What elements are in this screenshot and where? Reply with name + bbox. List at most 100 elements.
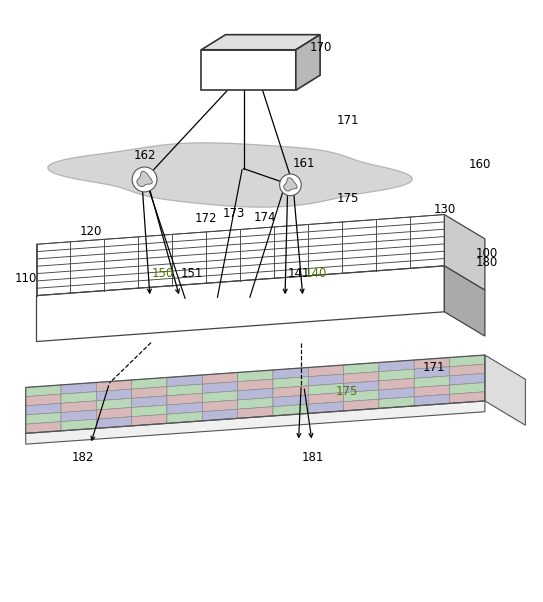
Text: 171: 171 <box>423 361 445 374</box>
Polygon shape <box>273 395 308 407</box>
Polygon shape <box>238 370 273 382</box>
Polygon shape <box>203 391 238 403</box>
Polygon shape <box>450 364 485 376</box>
Polygon shape <box>203 373 238 384</box>
Polygon shape <box>96 389 131 401</box>
Polygon shape <box>36 214 444 296</box>
Polygon shape <box>26 412 61 424</box>
Polygon shape <box>131 386 167 399</box>
Polygon shape <box>26 421 61 433</box>
Polygon shape <box>308 402 344 414</box>
Polygon shape <box>414 394 450 406</box>
Polygon shape <box>201 35 320 50</box>
Text: 162: 162 <box>134 149 156 162</box>
Text: 182: 182 <box>72 451 94 464</box>
Polygon shape <box>238 397 273 409</box>
Polygon shape <box>167 412 203 423</box>
Polygon shape <box>48 143 412 207</box>
Polygon shape <box>414 358 450 369</box>
Polygon shape <box>444 214 485 290</box>
Polygon shape <box>26 394 61 406</box>
Polygon shape <box>167 403 203 414</box>
Polygon shape <box>203 382 238 393</box>
Polygon shape <box>137 171 152 187</box>
Text: 150: 150 <box>151 267 174 281</box>
Polygon shape <box>308 383 344 395</box>
Polygon shape <box>379 397 414 408</box>
Polygon shape <box>26 403 61 415</box>
Polygon shape <box>238 407 273 418</box>
Text: 130: 130 <box>433 203 456 216</box>
Text: 174: 174 <box>254 211 276 224</box>
Polygon shape <box>308 365 344 377</box>
Polygon shape <box>283 178 297 191</box>
Polygon shape <box>414 367 450 379</box>
Polygon shape <box>273 404 308 416</box>
Polygon shape <box>61 401 96 412</box>
Text: 161: 161 <box>293 157 315 170</box>
Polygon shape <box>61 410 96 421</box>
Polygon shape <box>344 381 379 393</box>
Circle shape <box>280 174 301 196</box>
Polygon shape <box>308 393 344 404</box>
Polygon shape <box>26 385 61 397</box>
Polygon shape <box>238 388 273 400</box>
Text: 141: 141 <box>288 267 310 281</box>
Polygon shape <box>96 408 131 419</box>
Circle shape <box>132 167 157 192</box>
Text: 181: 181 <box>301 451 324 464</box>
Polygon shape <box>167 384 203 396</box>
Polygon shape <box>414 385 450 397</box>
Polygon shape <box>273 386 308 397</box>
Polygon shape <box>61 392 96 403</box>
Polygon shape <box>96 399 131 410</box>
Polygon shape <box>450 355 485 367</box>
Text: 100: 100 <box>476 247 498 260</box>
Text: 170: 170 <box>310 40 332 54</box>
Text: 160: 160 <box>469 158 491 172</box>
Polygon shape <box>414 376 450 388</box>
Polygon shape <box>344 362 379 374</box>
Text: 173: 173 <box>223 207 245 220</box>
Polygon shape <box>450 373 485 385</box>
Text: 140: 140 <box>305 267 327 281</box>
Polygon shape <box>485 355 526 425</box>
Text: 175: 175 <box>336 192 359 205</box>
Text: 175: 175 <box>335 385 358 399</box>
Polygon shape <box>96 417 131 429</box>
Polygon shape <box>344 399 379 411</box>
Polygon shape <box>444 266 485 336</box>
Polygon shape <box>344 371 379 383</box>
Polygon shape <box>201 50 296 90</box>
Polygon shape <box>167 375 203 386</box>
Polygon shape <box>450 383 485 394</box>
Text: 151: 151 <box>181 267 203 281</box>
Polygon shape <box>273 377 308 388</box>
Polygon shape <box>379 369 414 381</box>
Polygon shape <box>238 379 273 391</box>
Polygon shape <box>296 35 320 90</box>
Polygon shape <box>203 400 238 412</box>
Polygon shape <box>308 374 344 386</box>
Polygon shape <box>379 379 414 390</box>
Polygon shape <box>131 414 167 426</box>
Polygon shape <box>203 409 238 421</box>
Text: 180: 180 <box>476 256 498 268</box>
Text: 171: 171 <box>336 114 359 126</box>
Polygon shape <box>273 367 308 379</box>
Polygon shape <box>131 396 167 408</box>
Polygon shape <box>167 393 203 405</box>
Polygon shape <box>131 405 167 417</box>
Polygon shape <box>61 382 96 394</box>
Text: 120: 120 <box>80 225 102 238</box>
Polygon shape <box>61 419 96 431</box>
Polygon shape <box>96 380 131 392</box>
Polygon shape <box>450 392 485 403</box>
Polygon shape <box>344 390 379 402</box>
Text: 172: 172 <box>195 213 217 225</box>
Polygon shape <box>379 388 414 399</box>
Polygon shape <box>36 266 444 341</box>
Polygon shape <box>131 377 167 389</box>
Polygon shape <box>379 360 414 371</box>
Polygon shape <box>26 401 485 444</box>
